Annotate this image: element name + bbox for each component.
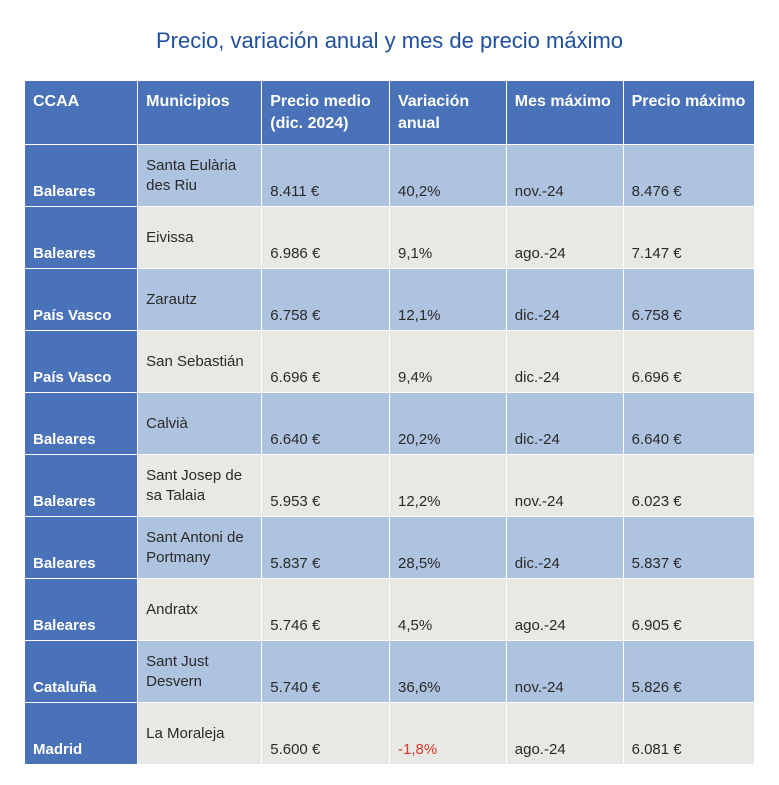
cell-max: 6.696 € <box>623 331 754 393</box>
cell-mes: nov.-24 <box>506 455 623 517</box>
cell-var: 36,6% <box>389 641 506 703</box>
cell-precio: 5.746 € <box>262 579 390 641</box>
cell-ccaa: País Vasco <box>25 331 138 393</box>
cell-var: 9,4% <box>389 331 506 393</box>
table-row: BalearesSant Josep de sa Talaia5.953 €12… <box>25 455 755 517</box>
cell-precio: 6.696 € <box>262 331 390 393</box>
cell-max: 8.476 € <box>623 145 754 207</box>
cell-ccaa: Baleares <box>25 517 138 579</box>
table-row: BalearesAndratx5.746 €4,5%ago.-246.905 € <box>25 579 755 641</box>
cell-muni: Sant Just Desvern <box>138 641 262 703</box>
cell-max: 5.837 € <box>623 517 754 579</box>
cell-ccaa: Cataluña <box>25 641 138 703</box>
col-precio: Precio medio (dic. 2024) <box>262 81 390 145</box>
table-row: BalearesSant Antoni de Portmany5.837 €28… <box>25 517 755 579</box>
cell-var: 40,2% <box>389 145 506 207</box>
cell-var: 12,1% <box>389 269 506 331</box>
cell-muni: Calvià <box>138 393 262 455</box>
cell-muni: Zarautz <box>138 269 262 331</box>
cell-mes: dic.-24 <box>506 269 623 331</box>
cell-max: 6.023 € <box>623 455 754 517</box>
cell-precio: 5.740 € <box>262 641 390 703</box>
cell-ccaa: País Vasco <box>25 269 138 331</box>
cell-precio: 6.758 € <box>262 269 390 331</box>
table-row: MadridLa Moraleja5.600 €-1,8%ago.-246.08… <box>25 703 755 765</box>
table-row: BalearesEivissa6.986 €9,1%ago.-247.147 € <box>25 207 755 269</box>
cell-muni: Andratx <box>138 579 262 641</box>
cell-muni: Santa Eulària des Riu <box>138 145 262 207</box>
cell-var: 12,2% <box>389 455 506 517</box>
table-row: BalearesCalvià6.640 €20,2%dic.-246.640 € <box>25 393 755 455</box>
cell-var: 4,5% <box>389 579 506 641</box>
page-title: Precio, variación anual y mes de precio … <box>24 28 755 54</box>
table-row: CataluñaSant Just Desvern5.740 €36,6%nov… <box>25 641 755 703</box>
cell-precio: 6.640 € <box>262 393 390 455</box>
cell-precio: 5.953 € <box>262 455 390 517</box>
cell-mes: dic.-24 <box>506 517 623 579</box>
cell-precio: 5.837 € <box>262 517 390 579</box>
cell-max: 6.640 € <box>623 393 754 455</box>
cell-ccaa: Baleares <box>25 207 138 269</box>
cell-muni: La Moraleja <box>138 703 262 765</box>
cell-mes: ago.-24 <box>506 703 623 765</box>
cell-mes: ago.-24 <box>506 579 623 641</box>
cell-mes: nov.-24 <box>506 641 623 703</box>
col-max: Precio máximo <box>623 81 754 145</box>
cell-mes: ago.-24 <box>506 207 623 269</box>
price-table: CCAA Municipios Precio medio (dic. 2024)… <box>24 80 755 765</box>
cell-muni: Sant Josep de sa Talaia <box>138 455 262 517</box>
cell-muni: San Sebastián <box>138 331 262 393</box>
col-mes: Mes máximo <box>506 81 623 145</box>
col-muni: Municipios <box>138 81 262 145</box>
cell-muni: Eivissa <box>138 207 262 269</box>
cell-max: 6.081 € <box>623 703 754 765</box>
cell-ccaa: Baleares <box>25 393 138 455</box>
cell-ccaa: Baleares <box>25 579 138 641</box>
cell-mes: nov.-24 <box>506 145 623 207</box>
col-var: Variación anual <box>389 81 506 145</box>
cell-var: 20,2% <box>389 393 506 455</box>
cell-ccaa: Baleares <box>25 145 138 207</box>
table-row: País VascoSan Sebastián6.696 €9,4%dic.-2… <box>25 331 755 393</box>
cell-precio: 6.986 € <box>262 207 390 269</box>
cell-max: 7.147 € <box>623 207 754 269</box>
table-row: BalearesSanta Eulària des Riu8.411 €40,2… <box>25 145 755 207</box>
cell-var: 28,5% <box>389 517 506 579</box>
cell-mes: dic.-24 <box>506 331 623 393</box>
cell-precio: 8.411 € <box>262 145 390 207</box>
col-ccaa: CCAA <box>25 81 138 145</box>
table-header-row: CCAA Municipios Precio medio (dic. 2024)… <box>25 81 755 145</box>
table-row: País VascoZarautz6.758 €12,1%dic.-246.75… <box>25 269 755 331</box>
cell-var: 9,1% <box>389 207 506 269</box>
cell-max: 5.826 € <box>623 641 754 703</box>
cell-muni: Sant Antoni de Portmany <box>138 517 262 579</box>
cell-ccaa: Baleares <box>25 455 138 517</box>
cell-mes: dic.-24 <box>506 393 623 455</box>
cell-precio: 5.600 € <box>262 703 390 765</box>
cell-max: 6.905 € <box>623 579 754 641</box>
cell-max: 6.758 € <box>623 269 754 331</box>
cell-var: -1,8% <box>389 703 506 765</box>
cell-ccaa: Madrid <box>25 703 138 765</box>
